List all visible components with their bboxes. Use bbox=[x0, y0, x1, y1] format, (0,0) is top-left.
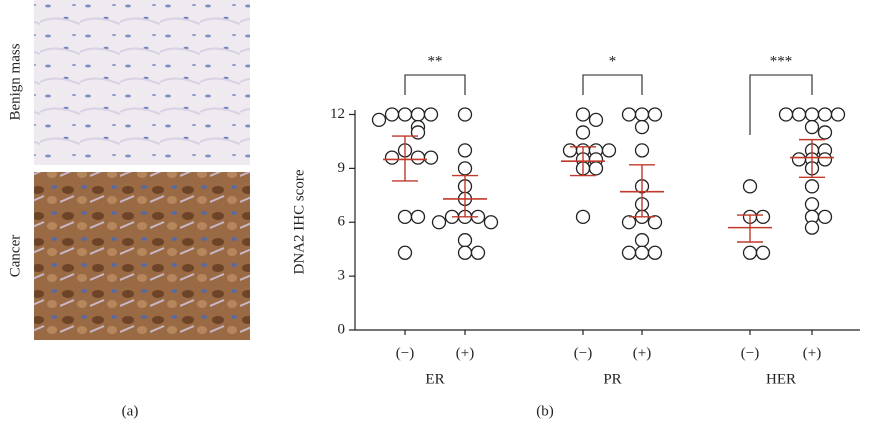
data-point bbox=[778, 107, 794, 122]
significance-bracket bbox=[582, 74, 643, 95]
data-point bbox=[470, 245, 486, 260]
y-tick-label: 3 bbox=[338, 268, 346, 284]
y-tick-label: 0 bbox=[338, 321, 346, 337]
data-point bbox=[742, 245, 758, 260]
data-point bbox=[621, 245, 637, 260]
data-point bbox=[410, 150, 426, 165]
significance-bracket bbox=[749, 74, 813, 135]
data-point bbox=[601, 143, 617, 158]
x-tick-label: (+) bbox=[456, 345, 474, 361]
data-point bbox=[397, 209, 413, 225]
data-point bbox=[817, 125, 833, 140]
data-point bbox=[410, 125, 426, 140]
x-tick-label: (+) bbox=[633, 345, 651, 361]
group-label: HER bbox=[766, 371, 796, 387]
data-point bbox=[483, 215, 499, 230]
data-point bbox=[588, 161, 604, 176]
data-point bbox=[817, 209, 833, 225]
data-point bbox=[423, 150, 439, 165]
data-point bbox=[634, 233, 650, 248]
data-point bbox=[457, 143, 473, 158]
group-label: ER bbox=[425, 371, 444, 387]
x-tick-label: (−) bbox=[741, 345, 759, 361]
y-tick-label: 12 bbox=[330, 106, 345, 122]
data-point bbox=[384, 150, 400, 165]
data-point bbox=[634, 245, 650, 260]
data-point bbox=[397, 245, 413, 260]
data-point bbox=[575, 209, 591, 225]
y-axis-label: DNA2 IHC score bbox=[291, 169, 307, 274]
data-point bbox=[830, 107, 846, 122]
y-tick-label: 9 bbox=[338, 160, 346, 176]
data-point bbox=[621, 107, 637, 122]
benign-image bbox=[34, 0, 250, 165]
data-point bbox=[457, 245, 473, 260]
data-point bbox=[634, 107, 650, 122]
data-point bbox=[647, 245, 663, 260]
data-point bbox=[371, 112, 387, 128]
data-point bbox=[457, 233, 473, 248]
data-point bbox=[634, 143, 650, 158]
significance-label: * bbox=[609, 53, 617, 69]
y-tick-label: 6 bbox=[338, 214, 346, 230]
group-label: PR bbox=[603, 371, 621, 387]
data-point bbox=[384, 107, 400, 122]
data-point bbox=[742, 179, 758, 194]
significance-bracket bbox=[404, 74, 466, 95]
x-tick-label: (−) bbox=[574, 345, 592, 361]
data-point bbox=[755, 245, 771, 260]
cancer-image bbox=[34, 172, 250, 340]
significance-label: ** bbox=[428, 53, 443, 69]
data-point bbox=[410, 107, 426, 122]
data-point bbox=[431, 215, 447, 230]
data-point bbox=[423, 107, 439, 122]
axes bbox=[354, 110, 860, 331]
data-point bbox=[817, 152, 833, 167]
data-point bbox=[804, 107, 820, 122]
data-point bbox=[755, 209, 771, 225]
panel-label: (b) bbox=[536, 403, 554, 419]
data-point bbox=[575, 107, 591, 122]
data-point bbox=[588, 112, 604, 128]
data-point bbox=[791, 107, 807, 122]
panel-label: (a) bbox=[122, 403, 139, 419]
x-tick-label: (−) bbox=[396, 345, 414, 361]
data-point bbox=[575, 125, 591, 140]
data-point bbox=[457, 161, 473, 176]
data-point bbox=[562, 143, 578, 158]
image-label: Cancer bbox=[7, 235, 23, 277]
x-tick-label: (+) bbox=[803, 345, 821, 361]
data-point bbox=[410, 209, 426, 225]
data-point bbox=[804, 220, 820, 235]
data-point bbox=[647, 107, 663, 122]
significance-label: *** bbox=[770, 53, 793, 69]
data-point bbox=[791, 152, 807, 167]
data-point bbox=[397, 107, 413, 122]
data-point bbox=[647, 215, 663, 230]
data-point bbox=[634, 119, 650, 135]
data-point bbox=[621, 215, 637, 230]
data-point bbox=[804, 197, 820, 212]
data-point bbox=[817, 107, 833, 122]
data-point bbox=[804, 119, 820, 135]
data-point bbox=[457, 107, 473, 122]
image-label: Benign mass bbox=[7, 43, 23, 120]
data-point bbox=[804, 179, 820, 194]
